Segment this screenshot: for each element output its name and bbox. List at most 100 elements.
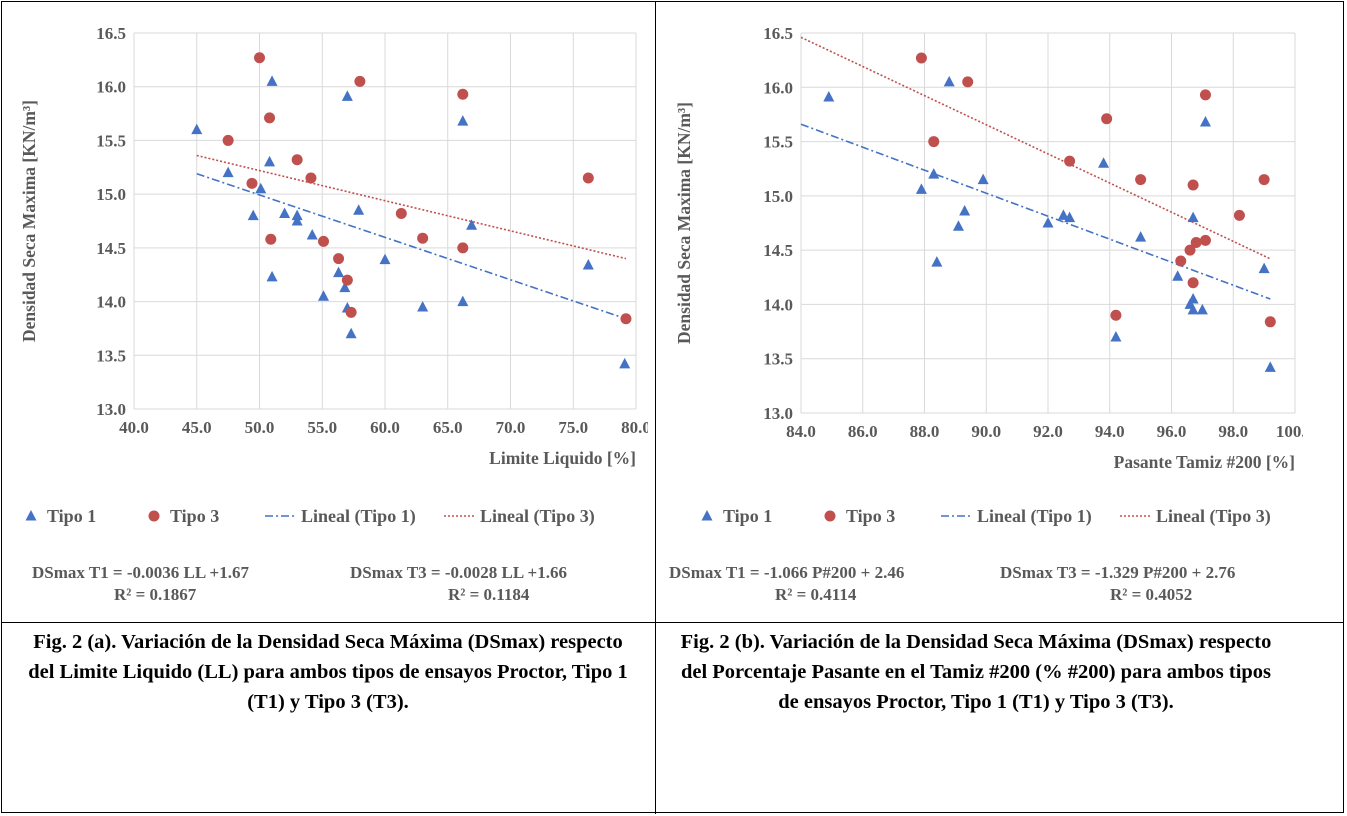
legend-marker-tipo1 (701, 510, 713, 521)
legend-marker-tipo3 (148, 510, 160, 522)
figure-caption-b: Fig. 2 (b). Variación de la Densidad Sec… (680, 631, 1272, 713)
data-point-tipo1 (1199, 116, 1211, 127)
data-point-tipo3 (345, 306, 357, 318)
x-tick-label: 90.0 (971, 422, 1001, 441)
data-point-tipo1 (915, 183, 927, 194)
x-tick-label: 60.0 (370, 418, 400, 437)
trendline-tipo3 (196, 154, 627, 260)
x-tick-label: 45.0 (182, 418, 212, 437)
data-point-tipo3 (1184, 244, 1196, 256)
data-point-tipo1 (266, 270, 278, 282)
data-point-tipo3 (1064, 155, 1076, 167)
data-point-tipo1 (928, 168, 940, 179)
scatter-chart-a: 13.0 13.5 14.0 14.5 15.0 15.5 16.0 16.5 40.0 45.0… (19, 24, 648, 527)
data-point-tipo3 (246, 177, 258, 189)
x-tick-label: 40.0 (119, 418, 149, 437)
trendline-tipo3 (800, 36, 1271, 260)
scatter-chart-b: 13.0 13.5 14.0 14.5 15.0 15.5 16.0 16.5 84.0 86.0… (674, 24, 1303, 527)
data-point-tipo3 (620, 313, 632, 325)
y-tick-label: 13.5 (96, 346, 126, 365)
data-point-tipo1 (291, 209, 303, 221)
r2-t3-b: R² = 0.4052 (1110, 585, 1193, 604)
data-point-tipo1 (345, 327, 357, 339)
x-tick-label: 86.0 (848, 422, 878, 441)
data-point-tipo3 (1199, 234, 1211, 246)
data-point-tipo1 (619, 357, 631, 369)
x-tick-label: 94.0 (1095, 422, 1125, 441)
legend-label-lineal3: Lineal (Tipo 3) (1156, 506, 1271, 527)
y-tick-label: 16.5 (96, 24, 126, 43)
equation-t1-a: DSmax T1 = -0.0036 LL +1.67 (32, 563, 249, 582)
data-point-tipo1 (222, 166, 234, 178)
legend-label-tipo3: Tipo 3 (170, 506, 219, 526)
data-point-tipo3 (1258, 174, 1270, 186)
y-axis-title: Densidad Seca Maxima [KN/m³] (674, 102, 694, 344)
data-point-tipo3 (1190, 237, 1202, 249)
y-tick-label: 16.0 (96, 78, 126, 97)
row-divider (1, 622, 1344, 623)
data-point-tipo3 (457, 242, 469, 254)
data-point-tipo1 (959, 205, 971, 216)
x-axis-title: Pasante Tamiz #200 [%] (1114, 452, 1295, 472)
data-point-tipo1 (1264, 361, 1276, 372)
data-point-tipo1 (279, 207, 291, 218)
data-point-tipo1 (952, 220, 964, 231)
data-point-tipo3 (457, 88, 469, 100)
data-point-tipo1 (247, 209, 259, 221)
x-tick-label: 84.0 (786, 422, 816, 441)
legend-label-lineal1: Lineal (Tipo 1) (977, 506, 1092, 527)
data-point-tipo1 (1064, 211, 1076, 223)
x-tick-label: 100.0 (1276, 422, 1303, 441)
y-tick-label: 16.5 (763, 24, 793, 43)
trendline-tipo1 (800, 123, 1271, 300)
figure-caption-a: Fig. 2 (a). Variación de la Densidad Sec… (28, 631, 628, 713)
data-point-tipo3 (305, 172, 317, 184)
legend-label-lineal1: Lineal (Tipo 1) (301, 506, 416, 527)
y-tick-label: 13.5 (763, 350, 793, 369)
data-point-tipo1 (306, 228, 318, 240)
data-point-tipo3 (354, 75, 366, 87)
data-point-tipo1 (943, 75, 955, 87)
data-point-tipo3 (291, 154, 303, 166)
data-point-tipo1 (931, 256, 943, 267)
y-tick-label: 15.0 (763, 187, 793, 206)
y-tick-label: 16.0 (763, 78, 793, 97)
data-point-tipo3 (395, 207, 407, 219)
data-point-tipo3 (962, 76, 974, 88)
data-point-tipo3 (222, 134, 234, 146)
data-point-tipo1 (264, 155, 276, 167)
data-point-tipo1 (457, 115, 469, 126)
data-point-tipo1 (291, 215, 303, 226)
data-point-tipo1 (457, 295, 469, 307)
x-tick-label: 80.0 (621, 418, 648, 437)
data-point-tipo3 (915, 52, 927, 64)
x-tick-label: 96.0 (1157, 422, 1187, 441)
y-tick-label: 14.5 (96, 239, 126, 258)
data-point-tipo3 (417, 232, 429, 244)
data-point-tipo1 (341, 90, 353, 101)
data-point-tipo1 (417, 300, 429, 312)
x-tick-label: 70.0 (496, 418, 526, 437)
y-axis-title: Densidad Seca Maxima [KN/m³] (19, 100, 39, 342)
data-point-tipo3 (318, 235, 330, 247)
data-point-tipo1 (977, 173, 989, 185)
data-point-tipo3 (1187, 179, 1199, 191)
data-point-tipo1 (266, 75, 278, 86)
x-tick-label: 88.0 (910, 422, 940, 441)
chart-panel-b: 13.0 13.5 14.0 14.5 15.0 15.5 16.0 16.5 84.0 86.0… (663, 8, 1303, 620)
x-tick-label: 55.0 (307, 418, 337, 437)
y-tick-label: 15.0 (96, 185, 126, 204)
r2-t1-b: R² = 0.4114 (775, 585, 857, 604)
x-tick-label: 65.0 (433, 418, 463, 437)
y-tick-label: 14.5 (763, 241, 793, 260)
data-point-tipo1 (823, 91, 835, 102)
data-point-tipo1 (466, 219, 478, 230)
data-point-tipo3 (1175, 255, 1187, 267)
data-point-tipo1 (255, 182, 267, 194)
data-point-tipo3 (264, 112, 276, 124)
trendline-tipo1 (196, 172, 627, 320)
data-point-tipo3 (265, 233, 277, 245)
equation-t3-b: DSmax T3 = -1.329 P#200 + 2.76 (1000, 563, 1236, 582)
data-point-tipo3 (1199, 89, 1211, 101)
